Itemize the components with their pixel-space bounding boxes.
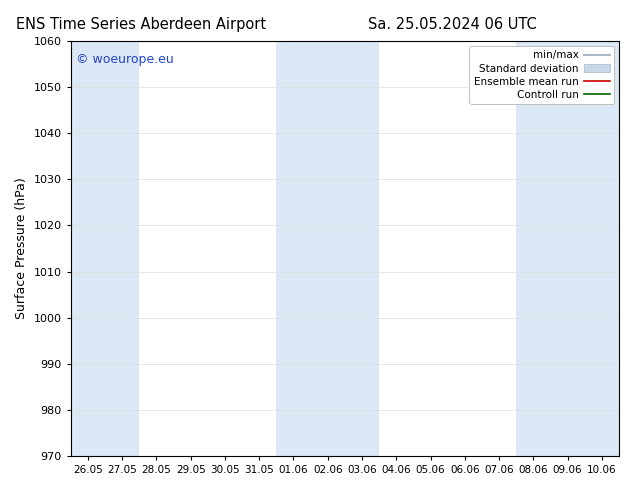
- Bar: [105, 41, 139, 456]
- Text: © woeurope.eu: © woeurope.eu: [76, 53, 174, 67]
- Bar: [345, 41, 379, 456]
- Text: ENS Time Series Aberdeen Airport: ENS Time Series Aberdeen Airport: [16, 17, 266, 32]
- Title: ENS Time Series Aberdeen Airport    Sa. 25.05.2024 06 UTC: ENS Time Series Aberdeen Airport Sa. 25.…: [0, 489, 1, 490]
- Bar: [276, 41, 311, 456]
- Bar: [516, 41, 550, 456]
- Text: Sa. 25.05.2024 06 UTC: Sa. 25.05.2024 06 UTC: [368, 17, 536, 32]
- Y-axis label: Surface Pressure (hPa): Surface Pressure (hPa): [15, 178, 28, 319]
- Legend: min/max, Standard deviation, Ensemble mean run, Controll run: min/max, Standard deviation, Ensemble me…: [469, 46, 614, 104]
- Bar: [550, 41, 585, 456]
- Bar: [585, 41, 619, 456]
- Bar: [71, 41, 105, 456]
- Bar: [311, 41, 345, 456]
